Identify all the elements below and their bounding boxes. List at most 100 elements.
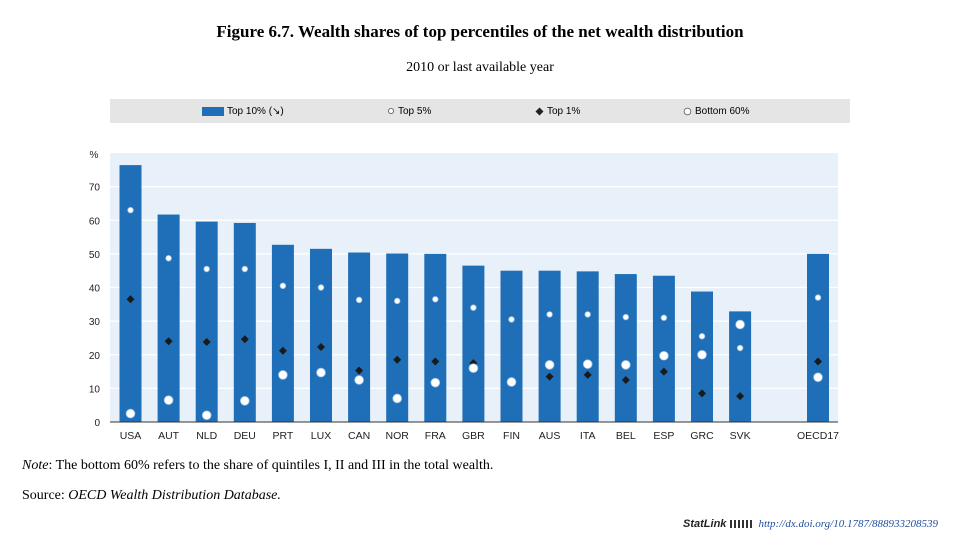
bar-top10-nor (386, 253, 409, 422)
y-tick-label: 50 (89, 250, 101, 261)
x-tick-label: GRC (690, 430, 714, 442)
x-tick-label: NOR (386, 430, 410, 442)
small-circle-marker-nld (203, 265, 210, 273)
chart-legend: Top 10% (↘) Top 5% Top 1% Bottom 60% (110, 99, 850, 123)
y-tick-label: 20 (89, 351, 101, 362)
small-circle-marker-bel (622, 313, 629, 321)
bar-top10-svk (729, 311, 752, 422)
x-tick-label: GBR (462, 430, 485, 442)
legend-small-circle-marker (388, 108, 394, 114)
bar-top10-lux (310, 248, 332, 422)
bar-top10-aut (157, 214, 180, 422)
small-circle-marker-nor (394, 297, 401, 305)
diamond-marker-deu (240, 335, 249, 344)
diamond-marker-svk (736, 392, 745, 401)
diamond-marker-grc (698, 389, 706, 398)
small-circle-marker-prt (279, 282, 287, 290)
legend-bar-swatch (202, 106, 224, 116)
bar-top10-deu (233, 222, 256, 422)
chart-title: Figure 6.7. Wealth shares of top percent… (216, 22, 744, 41)
bar-top10-esp (652, 275, 675, 422)
y-tick-label: 0 (94, 418, 100, 429)
large-circle-marker-prt (278, 370, 288, 380)
small-circle-marker-ita (584, 311, 591, 318)
bar-top10-can (348, 252, 371, 422)
legend-label-bottom60: Bottom 60% (695, 105, 750, 117)
source-text: OECD Wealth Distribution Database. (68, 488, 281, 503)
diamond-marker-esp (659, 367, 668, 376)
large-circle-marker-esp (659, 350, 669, 361)
legend-large-circle-marker (683, 107, 692, 115)
large-circle-marker-gbr (468, 363, 479, 374)
x-tick-label: PRT (272, 430, 293, 442)
large-circle-marker-aut (163, 395, 174, 405)
statlink-logo-icon (730, 520, 753, 528)
bar-top10-bel (614, 274, 637, 422)
diamond-marker-lux (317, 343, 325, 352)
bar-top10-gbr (462, 265, 485, 422)
legend-item-bottom60: Bottom 60% (683, 99, 749, 123)
bar-top10-fra (424, 253, 447, 422)
x-tick-label: AUT (158, 430, 180, 442)
legend-label-top1: Top 1% (547, 105, 581, 117)
y-tick-label: 10 (89, 384, 101, 395)
bar-top10-oecd17 (807, 253, 829, 422)
y-tick-label: 40 (89, 284, 101, 295)
source-label: Source: (22, 488, 69, 503)
figure-source: Source: OECD Wealth Distribution Databas… (22, 488, 281, 504)
x-tick-label: BEL (616, 430, 636, 442)
diamond-marker-oecd17 (814, 357, 822, 366)
x-tick-label: ESP (653, 430, 674, 442)
x-tick-label: LUX (311, 430, 331, 442)
statlink-url-link[interactable]: http://dx.doi.org/10.1787/888933208539 (758, 518, 938, 530)
diamond-marker-aus (545, 372, 554, 381)
small-circle-marker-can (355, 296, 363, 304)
diamond-marker-nld (202, 337, 211, 346)
legend-label-top5: Top 5% (398, 105, 432, 117)
diamond-marker-nor (393, 355, 402, 364)
bar-top10-aus (538, 270, 561, 422)
bar-top10-nld (195, 221, 218, 422)
small-circle-marker-usa (127, 206, 134, 214)
small-circle-marker-deu (241, 265, 248, 273)
small-circle-marker-oecd17 (814, 294, 822, 301)
legend-item-top1: Top 1% (535, 99, 580, 123)
diamond-marker-ita (583, 370, 592, 379)
large-circle-marker-ita (582, 359, 593, 369)
large-circle-marker-svk (735, 319, 745, 330)
small-circle-marker-grc (698, 333, 706, 340)
statlink-logo: StatLink (683, 518, 727, 530)
y-axis-unit-label: % (90, 150, 99, 161)
diamond-marker-aut (164, 337, 173, 346)
small-circle-marker-svk (736, 344, 744, 352)
large-circle-marker-lux (316, 367, 326, 378)
y-tick-label: 30 (89, 317, 101, 328)
legend-item-top5: Top 5% (387, 99, 431, 123)
small-circle-marker-aus (546, 311, 553, 318)
diamond-marker-prt (278, 346, 287, 355)
note-label: Note (22, 458, 49, 473)
bar-top10-prt (271, 244, 294, 422)
bar-top10-fin (500, 270, 523, 422)
statlink: StatLink http://dx.doi.org/10.1787/88893… (683, 518, 938, 530)
note-text: : The bottom 60% refers to the share of … (48, 458, 494, 473)
small-circle-marker-gbr (470, 304, 477, 311)
legend-diamond-marker (535, 107, 544, 115)
bar-top10-ita (576, 271, 599, 422)
large-circle-marker-aus (544, 360, 555, 370)
x-tick-label: CAN (348, 430, 370, 442)
large-circle-marker-oecd17 (813, 372, 823, 383)
large-circle-marker-nld (201, 410, 212, 421)
x-tick-label: FIN (503, 430, 520, 442)
x-tick-label: SVK (730, 430, 751, 442)
large-circle-marker-deu (240, 396, 250, 406)
y-tick-label: 60 (89, 216, 101, 227)
large-circle-marker-fin (506, 377, 517, 387)
small-circle-marker-fra (432, 296, 439, 303)
legend-label-top10: Top 10% (↘) (227, 105, 284, 117)
large-circle-marker-nor (392, 393, 403, 404)
x-tick-label: FRA (425, 430, 446, 442)
y-tick-label: 70 (89, 183, 101, 194)
bar-top10-usa (119, 165, 142, 423)
small-circle-marker-aut (165, 255, 172, 262)
